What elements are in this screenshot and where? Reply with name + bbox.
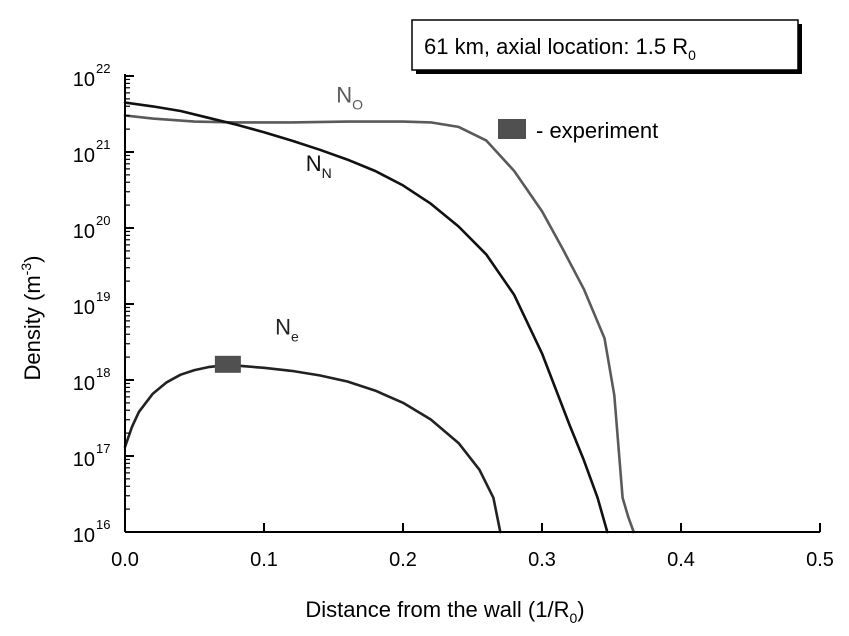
y-tick-label: 10 bbox=[73, 449, 95, 471]
legend-swatch-experiment bbox=[498, 119, 526, 139]
y-tick-label-exponent: 21 bbox=[96, 137, 110, 152]
y-tick-label: 10 bbox=[73, 373, 95, 395]
series-line-no bbox=[123, 114, 635, 534]
x-tick-label: 0.2 bbox=[389, 549, 417, 571]
annotation-box: 61 km, axial location: 1.5 R0 bbox=[411, 19, 802, 74]
y-tick-label-exponent: 20 bbox=[96, 213, 110, 228]
y-axis-title-main: Density (m bbox=[20, 275, 45, 380]
series-label-ne: Ne bbox=[275, 314, 299, 344]
annotation-box-frame bbox=[411, 19, 799, 71]
x-axis-ticks: 0.0 0.1 0.2 0.3 0.4 0.5 bbox=[111, 523, 834, 571]
series-line-ne bbox=[123, 364, 502, 534]
experiment-marker-layer bbox=[214, 355, 241, 373]
x-tick-label: 0.0 bbox=[111, 549, 139, 571]
series-layer bbox=[123, 101, 635, 534]
y-axis-title-superscript: -3 bbox=[18, 263, 34, 276]
x-axis-title-suffix: ) bbox=[577, 597, 584, 622]
x-axis-title-main: Distance from the wall (1/R bbox=[305, 597, 569, 622]
legend: - experiment bbox=[498, 118, 658, 143]
y-tick-label: 10 bbox=[73, 525, 95, 547]
y-tick-label-exponent: 22 bbox=[96, 61, 110, 76]
legend-label-experiment: - experiment bbox=[536, 118, 658, 143]
annotation-box-subscript: 0 bbox=[688, 47, 696, 63]
y-tick-label-exponent: 17 bbox=[96, 441, 110, 456]
annotation-box-main: 61 km, axial location: 1.5 R bbox=[424, 34, 688, 59]
annotation-box-shadow-bottom bbox=[416, 70, 802, 74]
x-axis-title-subscript: 0 bbox=[569, 610, 577, 626]
series-label-no: NO bbox=[336, 83, 363, 113]
y-tick-label: 10 bbox=[73, 145, 95, 167]
y-tick-label-exponent: 19 bbox=[96, 289, 110, 304]
x-axis-title: Distance from the wall (1/R0) bbox=[305, 597, 584, 626]
y-tick-label: 10 bbox=[73, 221, 95, 243]
x-tick-label: 0.5 bbox=[806, 549, 834, 571]
annotation-box-shadow-right bbox=[798, 24, 802, 74]
y-axis-title-suffix: ) bbox=[20, 256, 45, 263]
x-tick-label: 0.3 bbox=[528, 549, 556, 571]
experiment-marker bbox=[214, 355, 241, 373]
x-tick-label: 0.1 bbox=[250, 549, 278, 571]
y-axis-title: Density (m-3) bbox=[18, 256, 45, 381]
y-tick-label-exponent: 16 bbox=[96, 517, 110, 532]
y-tick-label: 10 bbox=[73, 297, 95, 319]
series-label-nn: NN bbox=[306, 151, 332, 181]
y-tick-label-exponent: 18 bbox=[96, 365, 110, 380]
series-line-nn bbox=[123, 101, 609, 534]
x-tick-label: 0.4 bbox=[667, 549, 695, 571]
y-tick-label: 10 bbox=[73, 69, 95, 91]
annotation-box-text: 61 km, axial location: 1.5 R0 bbox=[424, 34, 696, 63]
